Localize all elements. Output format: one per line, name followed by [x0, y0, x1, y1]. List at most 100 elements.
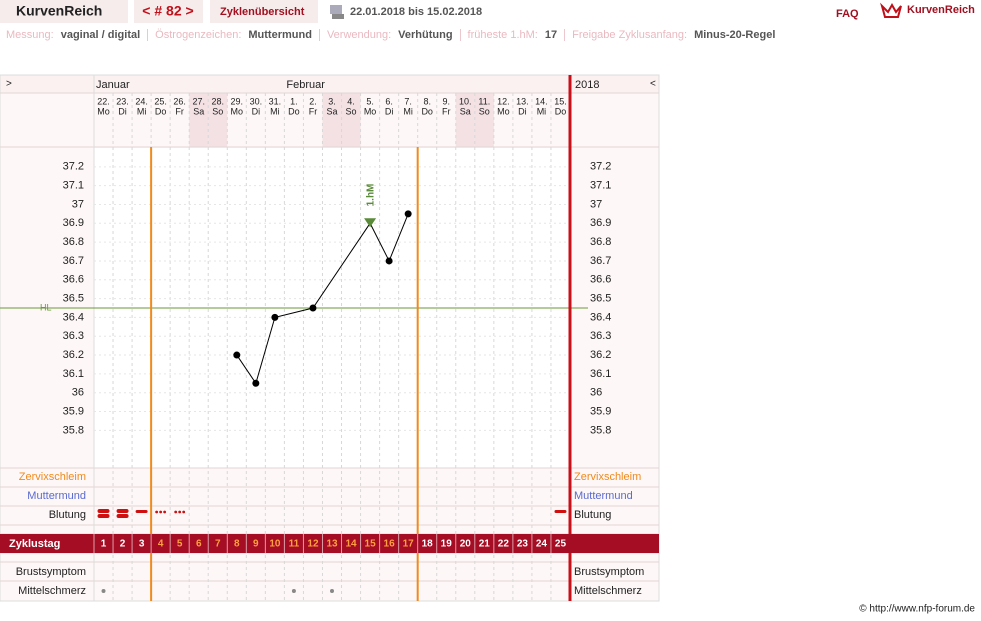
day-weekday: Sa: [193, 106, 204, 116]
y-tick-label: 37: [72, 198, 84, 210]
footer: © http://www.nfp-forum.de: [859, 604, 975, 615]
y-tick-label-right: 37.1: [590, 180, 611, 192]
logo: KurvenReich: [907, 4, 975, 16]
print-icon[interactable]: [332, 14, 344, 19]
day-date: 29.: [231, 96, 244, 106]
info-label: Östrogenzeichen:: [155, 29, 242, 41]
y-tick-label: 35.9: [63, 405, 84, 417]
cycle-label: Zyklustag: [9, 538, 60, 550]
y-tick-label-right: 36.9: [590, 217, 611, 229]
info-label: Messung:: [6, 29, 54, 41]
day-date: 12.: [497, 96, 510, 106]
info-item: Messung: vaginal / digital: [6, 29, 147, 41]
cycle-day: 1: [101, 539, 107, 550]
y-tick-label-right: 36: [590, 387, 602, 399]
day-date: 30.: [250, 96, 263, 106]
day-weekday: Sa: [326, 106, 337, 116]
day-date: 4.: [347, 96, 355, 106]
cycle-day: 4: [158, 539, 164, 550]
print-icon[interactable]: [330, 5, 342, 14]
info-label: früheste 1.hM:: [467, 29, 538, 41]
cycle-day: 20: [460, 539, 472, 550]
day-weekday: Sa: [460, 106, 471, 116]
faq-link[interactable]: FAQ: [836, 8, 859, 20]
month-label: Februar: [286, 79, 325, 91]
y-tick-label: 37.2: [63, 161, 84, 173]
y-tick-label: 36.2: [63, 349, 84, 361]
day-weekday: Mi: [137, 106, 147, 116]
day-date: 11.: [478, 96, 490, 106]
y-tick-label-right: 37.2: [590, 161, 611, 173]
cycle-day: 25: [555, 539, 567, 550]
temperature-point: [271, 313, 279, 321]
cycle-day: 23: [517, 539, 529, 550]
day-weekday: Mi: [537, 106, 547, 116]
day-weekday: Mo: [231, 106, 244, 116]
day-weekday: Di: [518, 106, 527, 116]
temperature-point: [309, 304, 317, 312]
day-date: 8.: [423, 96, 431, 106]
row-label-right: Zervixschleim: [574, 471, 641, 483]
day-weekday: Fr: [442, 106, 451, 116]
row-label: Zervixschleim: [19, 471, 86, 483]
y-tick-label-right: 35.8: [590, 424, 611, 436]
bleeding-mark: [554, 510, 567, 513]
day-weekday: Do: [421, 106, 433, 116]
day-date: 27.: [192, 96, 205, 106]
bleeding-mark: [116, 509, 129, 513]
temperature-point: [404, 210, 412, 218]
day-date: 10.: [459, 96, 472, 106]
bleeding-dot: [159, 510, 163, 514]
day-date: 22.: [97, 96, 110, 106]
overview-link[interactable]: Zyklenübersicht: [220, 6, 305, 18]
pain-dot: [330, 589, 334, 593]
cycle-day: 13: [326, 539, 338, 550]
nav-left[interactable]: >: [6, 79, 12, 90]
day-weekday: So: [346, 106, 357, 116]
day-date: 25.: [154, 96, 167, 106]
day-date: 3.: [328, 96, 336, 106]
row-label: Brustsymptom: [16, 566, 86, 578]
day-weekday: Di: [118, 106, 127, 116]
day-weekday: Mo: [497, 106, 510, 116]
cycle-day: 11: [289, 539, 300, 550]
logo-icon: [880, 2, 902, 18]
info-line: Messung: vaginal / digital Östrogenzeichen…: [6, 29, 782, 41]
brand-box: [0, 0, 128, 23]
day-date: 1.: [290, 96, 298, 106]
cycle-day: 24: [536, 539, 548, 550]
y-tick-label: 36: [72, 387, 84, 399]
brand: KurvenReich: [16, 3, 102, 19]
cycle-day: 3: [139, 539, 145, 550]
day-weekday: Mo: [364, 106, 377, 116]
y-tick-label-right: 36.3: [590, 330, 611, 342]
info-value: vaginal / digital: [60, 29, 141, 41]
day-date: 13.: [516, 96, 529, 106]
cycle-nav[interactable]: < # 82 >: [142, 3, 193, 19]
nav-box[interactable]: [134, 0, 203, 23]
bleeding-dot: [174, 510, 178, 514]
day-weekday: Mi: [270, 106, 280, 116]
bleeding-mark: [116, 514, 129, 518]
bleeding-mark: [97, 514, 110, 518]
y-tick-label-right: 36.7: [590, 255, 611, 267]
day-date: 15.: [554, 96, 567, 106]
bleeding-mark: [97, 509, 110, 513]
row-label: Mittelschmerz: [18, 585, 86, 597]
info-label: Freigabe Zyklusanfang:: [572, 29, 688, 41]
overview-box[interactable]: [210, 0, 318, 23]
nav-right[interactable]: <: [650, 79, 656, 90]
bleeding-dot: [155, 510, 159, 514]
day-date: 24.: [135, 96, 148, 106]
cycle-day: 21: [479, 539, 491, 550]
y-tick-label-right: 36.8: [590, 236, 611, 248]
y-tick-label-right: 37: [590, 198, 602, 210]
day-date: 28.: [212, 96, 225, 106]
row-label-right: Mittelschmerz: [574, 585, 642, 597]
y-tick-label-right: 36.2: [590, 349, 611, 361]
bleeding-mark: [135, 510, 148, 513]
day-date: 6.: [385, 96, 393, 106]
row-label-right: Blutung: [574, 509, 611, 521]
